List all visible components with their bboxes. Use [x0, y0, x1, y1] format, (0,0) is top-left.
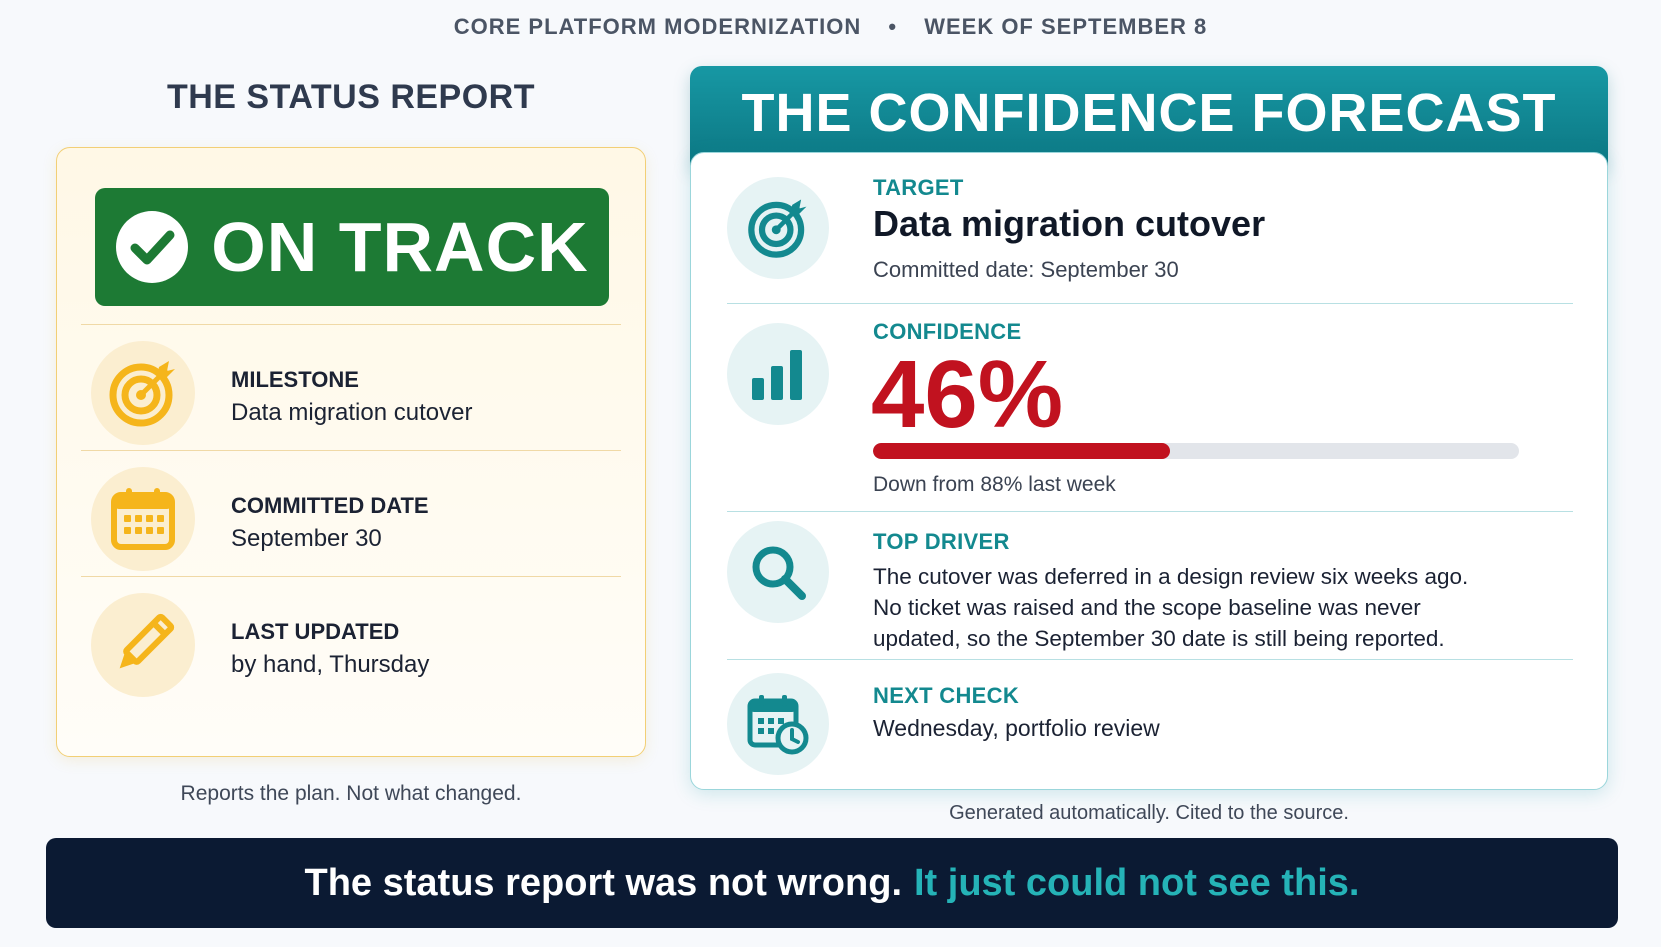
target-title: Data migration cutover	[873, 203, 1266, 244]
footer-statement: The status report was not wrong.	[304, 861, 903, 904]
pencil-icon-wrap	[91, 593, 195, 697]
status-label: ON TRACK	[211, 208, 589, 286]
forecast-title: THE CONFIDENCE FORECAST	[741, 83, 1557, 143]
on-track-badge: ON TRACK	[95, 188, 609, 306]
target-icon	[748, 199, 807, 258]
confidence-value: 46%	[871, 341, 1064, 448]
bar-chart-icon-wrap	[727, 323, 829, 425]
committed-date-value: September 30	[231, 525, 382, 552]
footer-banner: The status report was not wrong. It just…	[46, 838, 1618, 928]
next-check-row: NEXT CHECK Wednesday, portfolio review	[727, 659, 1573, 789]
last-updated-value: by hand, Thursday	[231, 651, 430, 678]
top-driver-row: TOP DRIVER The cutover was deferred in a…	[727, 511, 1573, 660]
footer-highlight: It just could not see this.	[914, 861, 1360, 904]
forecast-card: TARGET Data migration cutover Committed …	[690, 152, 1608, 790]
confidence-row: CONFIDENCE 46% Down from 88% last week	[727, 303, 1573, 512]
next-check-label: NEXT CHECK	[873, 683, 1020, 708]
status-report-title: THE STATUS REPORT	[166, 78, 536, 116]
driver-line: updated, so the September 30 date is sti…	[873, 626, 1445, 651]
forecast-title-banner: THE CONFIDENCE FORECAST	[690, 66, 1608, 166]
page-header: CORE PLATFORM MODERNIZATION • WEEK OF SE…	[0, 14, 1661, 40]
calendar-clock-icon-wrap	[727, 673, 829, 775]
milestone-value: Data migration cutover	[231, 399, 473, 426]
confidence-bar-fill	[873, 443, 1171, 459]
calendar-clock-icon	[747, 695, 809, 755]
bar-chart-icon	[752, 350, 802, 400]
driver-line: The cutover was deferred in a design rev…	[873, 564, 1469, 589]
target-icon	[109, 361, 175, 427]
target-icon-wrap	[727, 177, 829, 279]
week-label: WEEK OF SEPTEMBER 8	[924, 14, 1208, 39]
driver-line: No ticket was raised and the scope basel…	[873, 595, 1421, 620]
top-driver-label: TOP DRIVER	[873, 529, 1010, 554]
committed-date-label: COMMITTED DATE	[231, 493, 429, 518]
calendar-icon	[111, 488, 175, 550]
checkmark-icon	[116, 211, 189, 283]
last-updated-label: LAST UPDATED	[231, 619, 400, 644]
pencil-icon	[119, 613, 175, 669]
milestone-label: MILESTONE	[231, 367, 359, 392]
header-separator: •	[888, 14, 898, 39]
magnifier-icon-wrap	[727, 521, 829, 623]
status-report-card: ON TRACK MILESTONE Data migration cutove…	[56, 147, 646, 757]
target-icon-wrap	[91, 341, 195, 445]
milestone-row: MILESTONE Data migration cutover	[81, 324, 621, 459]
target-label: TARGET	[873, 175, 964, 200]
status-report-caption: Reports the plan. Not what changed.	[180, 782, 522, 805]
top-driver-text: The cutover was deferred in a design rev…	[873, 561, 1553, 654]
target-committed-date: Committed date: September 30	[873, 257, 1179, 282]
target-row: TARGET Data migration cutover Committed …	[727, 153, 1573, 304]
committed-date-row: COMMITTED DATE September 30	[81, 450, 621, 585]
project-name: CORE PLATFORM MODERNIZATION	[453, 14, 862, 39]
next-check-value: Wednesday, portfolio review	[873, 715, 1160, 741]
forecast-caption: Generated automatically. Cited to the so…	[949, 802, 1349, 824]
confidence-bar	[873, 443, 1519, 459]
magnifier-icon	[752, 546, 806, 600]
confidence-label: CONFIDENCE	[873, 319, 1022, 344]
confidence-change-note: Down from 88% last week	[873, 473, 1116, 496]
calendar-icon-wrap	[91, 467, 195, 571]
last-updated-row: LAST UPDATED by hand, Thursday	[81, 576, 621, 711]
